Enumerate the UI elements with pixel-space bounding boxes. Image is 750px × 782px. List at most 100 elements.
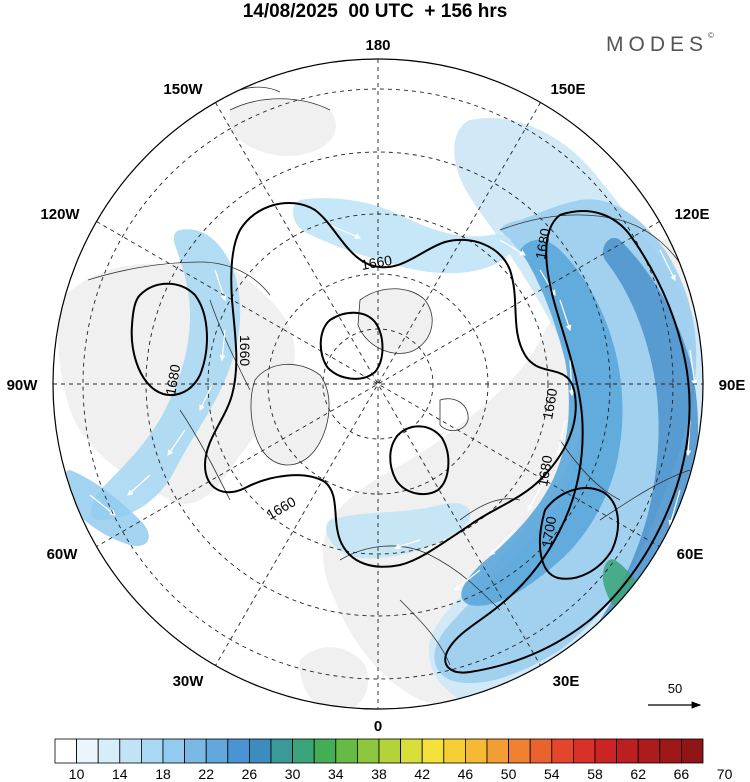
colorbar-box <box>378 738 402 764</box>
wind-vector <box>329 224 362 239</box>
lon-label-60e: 60E <box>677 546 704 563</box>
colorbar-box <box>486 738 510 764</box>
alaska-land <box>230 98 336 156</box>
colorbar-tick-label: 66 <box>674 766 690 782</box>
lon-label-120w: 120W <box>40 206 80 223</box>
wind-vector <box>668 489 681 527</box>
contour-label: 1700 <box>538 515 559 549</box>
lon-label-60w: 60W <box>47 546 79 563</box>
wind-vector <box>659 249 676 282</box>
jet-band-southwest <box>60 470 149 546</box>
wind-vector <box>559 299 572 332</box>
longitude-labels: 180 150W 150E 120W 120E 90W 90E 60W 60E … <box>7 37 746 735</box>
colorbar-box <box>400 738 423 764</box>
wind-vector <box>499 239 527 256</box>
colorbar-labels: 10 14 18 22 26 30 34 38 42 46 50 54 58 62 66 70 <box>69 766 733 782</box>
jet-band-east-mid <box>434 199 697 684</box>
colorbar-tick-label: 42 <box>414 766 430 782</box>
colorbar-tick-label: 54 <box>544 766 560 782</box>
colorbar-box <box>356 738 380 764</box>
jet-band-west <box>90 229 241 520</box>
greenland-land <box>250 364 330 465</box>
contour-label: 1680 <box>162 363 183 397</box>
contour-low-center <box>389 425 450 496</box>
colorbar-tick-label: 70 <box>717 766 733 782</box>
colorbar-tick-label: 38 <box>371 766 387 782</box>
wind-vector <box>167 429 186 456</box>
wind-vector <box>199 384 213 412</box>
latitude-circle <box>145 151 611 617</box>
geopotential-contours <box>130 201 691 674</box>
wind-vector <box>689 349 698 387</box>
africa-land <box>299 647 369 709</box>
colorbar-box <box>573 738 596 764</box>
colorbar-box <box>227 738 250 764</box>
wind-vector <box>568 359 575 397</box>
contour-label: 1680 <box>532 227 553 261</box>
coastline-alaska <box>229 86 331 111</box>
colorbar-box <box>76 738 99 764</box>
contour-outer-east <box>444 210 691 674</box>
colorbar-tick-label: 58 <box>587 766 603 782</box>
colorbar-tick-label: 18 <box>155 766 171 782</box>
colorbar-box <box>335 738 358 764</box>
colorbar-tick-label: 34 <box>328 766 344 782</box>
wind-vector <box>527 479 546 512</box>
colorbar-boxes <box>54 738 704 764</box>
colorbar-box <box>616 738 639 764</box>
colorbar-box <box>184 738 207 764</box>
colorbar-tick-label: 14 <box>112 766 128 782</box>
brand-logo: MODES© <box>606 31 714 57</box>
colorbar-box <box>54 738 78 764</box>
contour-label: 1660 <box>237 335 253 366</box>
colorbar-box <box>119 738 142 764</box>
colorbar-box <box>529 738 553 764</box>
map-layers <box>53 59 703 709</box>
wind-vector <box>489 529 516 556</box>
wind-vector <box>89 494 116 516</box>
lon-label-150e: 150E <box>550 81 585 98</box>
colorbar-box <box>659 738 682 764</box>
jet-core-east <box>461 239 623 606</box>
lon-label-90w: 90W <box>7 377 39 394</box>
lon-label-30w: 30W <box>173 673 205 690</box>
contour-label: 1680 <box>534 454 555 488</box>
jet-band-atlantic <box>326 503 471 559</box>
wind-vector <box>555 419 566 457</box>
reference-vector-label: 50 <box>668 681 682 696</box>
brand-copyright-mark: © <box>708 31 714 40</box>
brand-name: MODES <box>606 33 709 56</box>
map-title: 14/08/2025 00 UTC + 156 hrs <box>242 1 508 22</box>
colorbar-box <box>97 738 121 764</box>
wind-vector <box>599 169 626 196</box>
lon-label-90e: 90E <box>719 377 746 394</box>
arctic-islands-land <box>358 288 433 354</box>
colorbar-box <box>162 738 186 764</box>
contour-low-pole <box>319 311 384 380</box>
colorbar-box <box>681 738 704 764</box>
coastline-greenland <box>250 363 330 466</box>
contour-label: 1660 <box>539 387 560 421</box>
wind-vector <box>393 539 421 550</box>
lon-label-120e: 120E <box>674 206 709 223</box>
colorbar-box <box>421 738 445 764</box>
colorbar-tick-label: 26 <box>242 766 258 782</box>
contour-main <box>203 201 577 568</box>
coastline-arctic-islands <box>357 288 469 431</box>
colorbar-box <box>140 738 164 764</box>
lon-label-150w: 150W <box>163 81 203 98</box>
wind-vector <box>127 474 151 496</box>
wind-vector <box>454 569 481 591</box>
reference-vector: 50 <box>648 681 702 709</box>
colorbar-tick-label: 46 <box>458 766 474 782</box>
colorbar-box <box>464 738 488 764</box>
lon-label-0: 0 <box>374 718 382 735</box>
colorbar-box <box>248 738 272 764</box>
colorbar-tick-label: 10 <box>69 766 85 782</box>
contour-label: 1660 <box>360 252 394 273</box>
colorbar-box <box>313 738 337 764</box>
wind-vector <box>539 269 556 297</box>
colorbar-box <box>508 738 531 764</box>
